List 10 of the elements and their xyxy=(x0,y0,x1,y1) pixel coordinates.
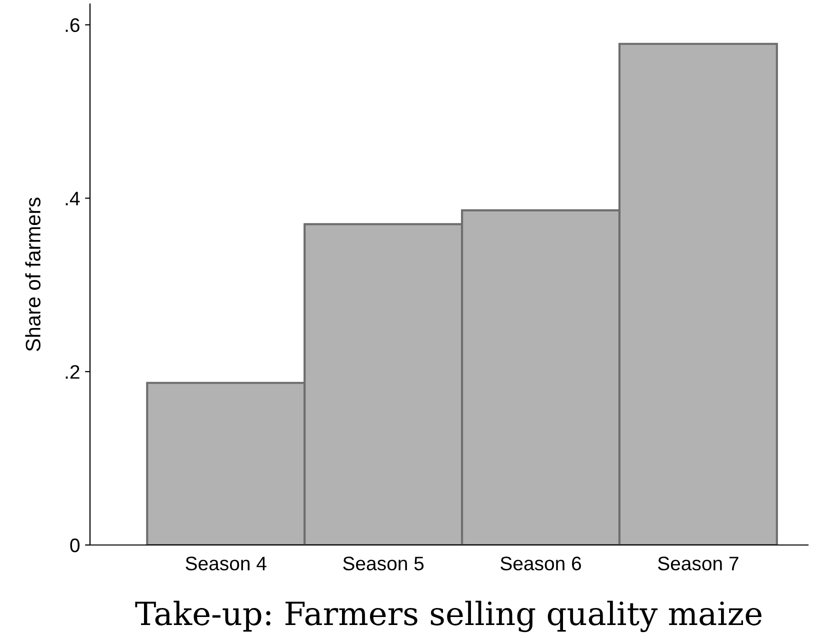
x-tick-label: Season 5 xyxy=(343,556,424,570)
text: Take-up: Farmers selling quality maize xyxy=(135,600,762,632)
y-tick-label: .6 xyxy=(66,18,80,32)
y-axis-title: Share of farmers xyxy=(25,198,40,352)
x-tick-label: Season 6 xyxy=(500,556,581,570)
y-tick-label: .2 xyxy=(66,365,80,379)
y-tick-label: .4 xyxy=(66,192,80,206)
x-tick-label: Season 7 xyxy=(658,556,738,570)
y-tick-label: 0 xyxy=(70,538,80,552)
x-tick-label: Season 4 xyxy=(186,556,266,570)
